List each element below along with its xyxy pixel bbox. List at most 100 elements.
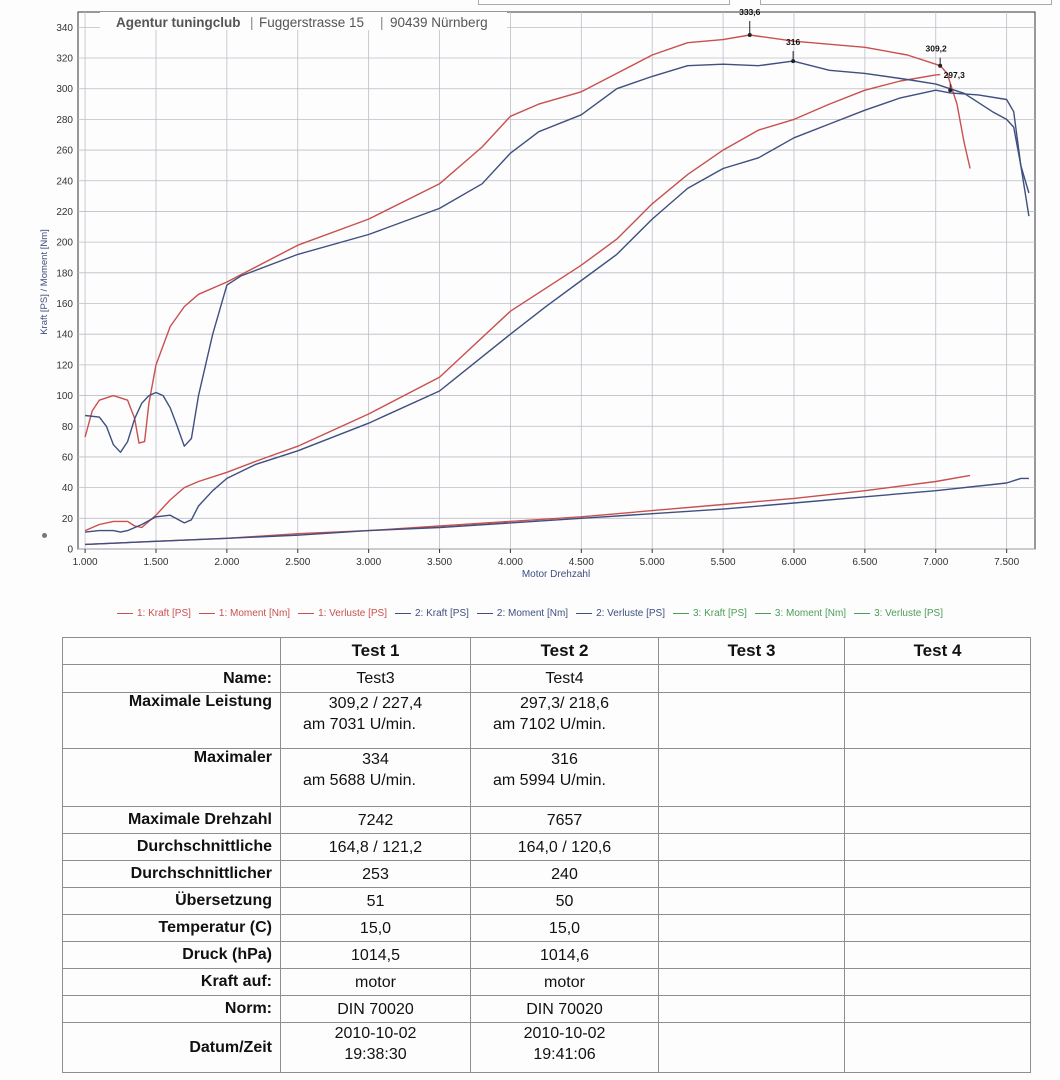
x-tick-label: 5.500	[711, 557, 736, 568]
cell	[658, 1022, 845, 1073]
legend-item: 3: Moment [Nm]	[754, 608, 846, 619]
table-row: Maximale Drehzahl 7242 7657	[62, 806, 1031, 834]
y-tick-label: 280	[56, 115, 73, 126]
cell-date: 2010-10-02	[523, 1025, 606, 1042]
legend-item: 1: Verluste [PS]	[298, 608, 387, 619]
cell: 240	[470, 860, 659, 888]
top-edge-fragment	[760, 0, 1052, 5]
legend-item: 1: Moment [Nm]	[198, 608, 291, 619]
x-tick-label: 1.000	[73, 557, 98, 568]
legend-label: 2: Verluste [PS]	[596, 608, 665, 619]
legend-item: 2: Kraft [PS]	[395, 608, 469, 619]
chart-header-box	[100, 12, 507, 30]
legend-label: 1: Kraft [PS]	[137, 608, 191, 619]
cell: 51	[280, 887, 471, 915]
legend-swatch	[754, 613, 771, 614]
x-axis-label: Motor Drehzahl	[522, 569, 590, 580]
legend-swatch	[395, 613, 411, 614]
header-separator: |	[380, 15, 384, 30]
x-tick-label: 1.500	[143, 557, 168, 568]
cell	[844, 748, 1031, 807]
header-city: 90439 Nürnberg	[390, 15, 488, 30]
y-tick-label: 300	[56, 84, 73, 95]
row-label: Kraft auf:	[62, 968, 281, 996]
cell: 15,0	[470, 914, 659, 942]
legend-swatch	[854, 613, 871, 614]
chart-header: Agentur tuningclub | Fuggerstrasse 15 | …	[100, 12, 507, 30]
legend-label: 1: Moment [Nm]	[218, 608, 291, 619]
cell-rpm: am 5994 U/min.	[493, 772, 606, 789]
cell	[844, 1022, 1031, 1073]
cell: 7657	[470, 806, 659, 834]
scan-mark	[42, 533, 47, 538]
legend-label: 3: Kraft [PS]	[693, 608, 747, 619]
row-label: Übersetzung	[62, 887, 281, 915]
row-label: Durchschnittlicher	[62, 860, 281, 888]
legend-swatch	[673, 613, 689, 614]
x-tick-label: 3.000	[356, 557, 381, 568]
cell: 1014,6	[470, 941, 659, 969]
x-tick-label: 2.500	[285, 557, 310, 568]
annotation-label: 309,2	[926, 44, 948, 54]
annotation-label: 297,3	[944, 70, 966, 80]
top-edge-fragments	[0, 0, 1060, 8]
row-label: Maximaler	[62, 748, 281, 807]
row-label: Norm:	[62, 995, 281, 1023]
annotation-dot	[747, 33, 752, 38]
y-axis-ticks: 0 20 40 60 80 100 120 140 160 180 200 220 240 260 280 3…	[56, 23, 73, 556]
cell	[658, 914, 845, 942]
cell: 164,0 / 120,6	[470, 833, 659, 861]
column-header: Test 3	[658, 637, 845, 665]
cell	[658, 941, 845, 969]
y-tick-label: 240	[56, 176, 73, 187]
cell	[658, 692, 845, 749]
legend-swatch	[198, 613, 215, 614]
row-label: Druck (hPa)	[62, 941, 281, 969]
cell	[658, 968, 845, 996]
cell	[658, 860, 845, 888]
cell: 15,0	[280, 914, 471, 942]
legend-item: 1: Kraft [PS]	[117, 608, 191, 619]
cell-date: 2010-10-02	[334, 1025, 417, 1042]
table-row: Datum/Zeit 2010-10-02 19:38:30 2010-10-02…	[62, 1022, 1031, 1073]
series-line	[84, 73, 941, 532]
row-label: Datum/Zeit	[62, 1022, 281, 1073]
legend-swatch	[576, 613, 593, 614]
cell	[658, 664, 845, 693]
cell: motor	[470, 968, 659, 996]
annotation-label: 316	[786, 37, 800, 47]
x-tick-label: 4.500	[569, 557, 594, 568]
legend-swatch	[298, 613, 315, 614]
cell: 2010-10-02 19:38:30	[280, 1022, 471, 1073]
top-edge-fragment	[478, 0, 730, 5]
cell: 164,8 / 121,2	[280, 833, 471, 861]
annotation-dot	[948, 88, 953, 93]
y-tick-label: 220	[56, 207, 73, 218]
cell-rpm: am 7031 U/min.	[303, 716, 416, 733]
legend-label: 3: Verluste [PS]	[874, 608, 943, 619]
header-separator: |	[250, 15, 254, 30]
x-tick-label: 7.000	[923, 557, 948, 568]
cell-rpm: am 7102 U/min.	[493, 716, 606, 733]
cell	[844, 914, 1031, 942]
legend-label: 1: Verluste [PS]	[318, 608, 387, 619]
cell: Test3	[280, 664, 471, 693]
cell	[844, 664, 1031, 693]
legend-label: 2: Moment [Nm]	[496, 608, 569, 619]
table-row: Maximaler 334 am 5688 U/min. 316 am 5994 U…	[62, 748, 1031, 807]
table-header-row: Test 1 Test 2 Test 3 Test 4	[62, 637, 1031, 665]
series-line	[85, 60, 1030, 453]
table-row: Name: Test3 Test4	[62, 664, 1031, 693]
series-line	[84, 34, 971, 444]
dyno-chart: 0 20 40 60 80 100 120 140 160 180 200 220 240 260 280 3…	[39, 7, 1036, 580]
table-row: Durchschnittlicher 253 240	[62, 860, 1031, 888]
cell: 1014,5	[280, 941, 471, 969]
table-row: Druck (hPa) 1014,5 1014,6	[62, 941, 1031, 969]
cell	[844, 968, 1031, 996]
y-tick-label: 100	[56, 391, 73, 402]
annotation-dot	[938, 63, 943, 68]
header-street: Fuggerstrasse 15	[259, 15, 364, 30]
table-row: Temperatur (C) 15,0 15,0	[62, 914, 1031, 942]
row-label: Temperatur (C)	[62, 914, 281, 942]
results-table: Test 1 Test 2 Test 3 Test 4 Name: Test3 …	[62, 637, 1031, 1073]
